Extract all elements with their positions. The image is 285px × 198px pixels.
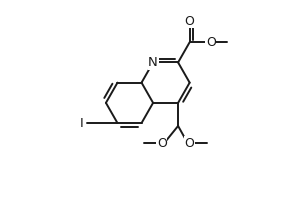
Text: O: O xyxy=(185,137,195,150)
Text: I: I xyxy=(80,117,84,129)
Text: O: O xyxy=(157,137,167,150)
Text: O: O xyxy=(206,36,216,49)
Text: O: O xyxy=(185,15,195,28)
Text: N: N xyxy=(148,56,158,69)
